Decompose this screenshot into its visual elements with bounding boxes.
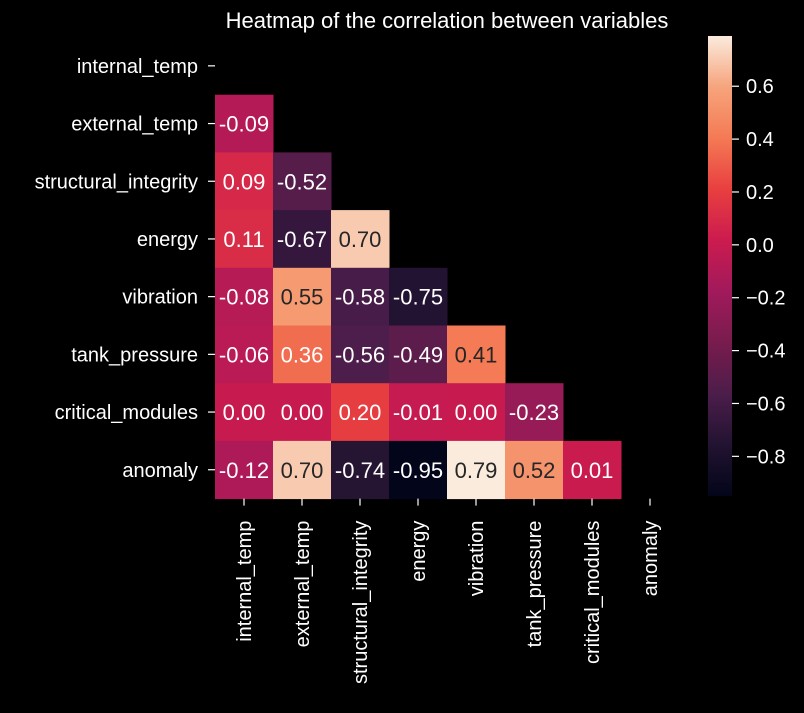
x-tick-label-anomaly: anomaly	[640, 521, 662, 597]
heatmap-cell-label: -0.12	[219, 458, 269, 483]
colorbar-tick-label: −0.6	[746, 393, 785, 415]
heatmap-cell-label: -0.67	[277, 227, 327, 252]
y-tick-label-tank_pressure: tank_pressure	[71, 344, 198, 366]
heatmap-cell-label: 0.09	[223, 169, 266, 194]
heatmap-cell-tank_pressure-external_temp	[273, 325, 332, 384]
y-tick-label-anomaly: anomaly	[122, 460, 198, 482]
heatmap-cell-label: 0.41	[455, 342, 498, 367]
heatmap-cell-label: 0.79	[455, 458, 498, 483]
heatmap-cell-label: -0.52	[277, 169, 327, 194]
heatmap-cell-energy-internal_temp	[215, 210, 274, 269]
colorbar-tick-label: 0.0	[746, 235, 774, 257]
y-tick-label-vibration: vibration	[122, 287, 198, 309]
y-tick-label-critical_modules: critical_modules	[55, 402, 198, 424]
heatmap-cell-anomaly-vibration	[447, 440, 506, 500]
heatmap-cell-anomaly-critical_modules	[563, 440, 622, 500]
heatmap-cell-label: -0.58	[335, 285, 385, 310]
heatmap-cell-tank_pressure-internal_temp	[215, 325, 274, 384]
y-tick-label-energy: energy	[137, 229, 198, 251]
heatmap-cell-label: -0.56	[335, 342, 385, 367]
x-tick-label-vibration: vibration	[466, 521, 488, 597]
heatmap-cell-tank_pressure-vibration	[447, 325, 506, 384]
heatmap-cell-label: -0.01	[393, 400, 443, 425]
colorbar-ticks: 0.6 0.4 0.2 0.0 −0.2 −0.4 −0.6 −0.8	[732, 76, 785, 468]
heatmap-cell-vibration-internal_temp	[215, 267, 274, 326]
colorbar-tick-label: −0.8	[746, 446, 785, 468]
heatmap-cell-tank_pressure-energy	[389, 325, 448, 384]
heatmap-cell-anomaly-structural_integrity	[331, 440, 390, 500]
heatmap-cell-critical_modules-vibration	[447, 383, 506, 442]
heatmap-cell-label: -0.74	[335, 458, 385, 483]
heatmap-cell-anomaly-external_temp	[273, 440, 332, 500]
heatmap-cell-tank_pressure-structural_integrity	[331, 325, 390, 384]
heatmap-cell-label: -0.95	[393, 458, 443, 483]
heatmap-cell-critical_modules-external_temp	[273, 383, 332, 442]
heatmap-cell-critical_modules-energy	[389, 383, 448, 442]
chart-title: Heatmap of the correlation between varia…	[226, 8, 669, 33]
heatmap-cell-label: 0.70	[339, 227, 382, 252]
y-axis-tick-labels: internal_temp external_temp structural_int…	[35, 56, 215, 482]
y-tick-label-structural_integrity: structural_integrity	[35, 171, 198, 193]
heatmap-cell-vibration-structural_integrity	[331, 267, 390, 326]
colorbar-tick-label: 0.2	[746, 182, 774, 204]
heatmap-cell-structural_integrity-internal_temp	[215, 152, 274, 211]
x-tick-label-energy: energy	[408, 521, 430, 582]
heatmap-cell-label: -0.75	[393, 285, 443, 310]
heatmap-cell-external_temp-internal_temp	[215, 94, 274, 153]
x-tick-label-internal_temp: internal_temp	[234, 521, 256, 642]
x-tick-label-critical_modules: critical_modules	[582, 521, 604, 664]
heatmap-cell-label: 0.55	[281, 285, 324, 310]
heatmap-cells: -0.09 0.09 -0.52 0.11 -0.67 0.70 -0.08 0.55 -0.5…	[215, 94, 622, 500]
x-tick-label-tank_pressure: tank_pressure	[524, 521, 546, 648]
x-tick-label-external_temp: external_temp	[292, 521, 314, 648]
x-axis-tick-labels: internal_temp external_temp structural_int…	[234, 498, 662, 684]
heatmap-cell-label: 0.52	[513, 458, 556, 483]
colorbar-tick-label: 0.4	[746, 129, 774, 151]
heatmap-cell-structural_integrity-external_temp	[273, 152, 332, 211]
y-tick-label-internal_temp: internal_temp	[77, 56, 198, 78]
heatmap-cell-critical_modules-internal_temp	[215, 383, 274, 442]
heatmap-cell-anomaly-internal_temp	[215, 440, 274, 500]
heatmap-cell-energy-external_temp	[273, 210, 332, 269]
heatmap-cell-label: 0.11	[223, 227, 264, 252]
colorbar-tick-label: −0.4	[746, 341, 785, 363]
heatmap-cell-label: 0.01	[571, 458, 614, 483]
heatmap-cell-critical_modules-tank_pressure	[505, 383, 564, 442]
heatmap-cell-label: -0.09	[219, 112, 269, 137]
heatmap-cell-label: -0.49	[393, 342, 443, 367]
heatmap-cell-energy-structural_integrity	[331, 210, 390, 269]
heatmap-cell-label: 0.00	[455, 400, 498, 425]
heatmap-cell-critical_modules-structural_integrity	[331, 383, 390, 442]
colorbar	[708, 36, 732, 496]
heatmap-cell-label: 0.00	[223, 400, 266, 425]
heatmap-cell-label: -0.08	[219, 285, 269, 310]
heatmap-cell-label: 0.00	[281, 400, 324, 425]
heatmap-cell-vibration-external_temp	[273, 267, 332, 326]
heatmap-cell-anomaly-tank_pressure	[505, 440, 564, 500]
x-tick-label-structural_integrity: structural_integrity	[350, 521, 372, 684]
heatmap-cell-label: 0.20	[339, 400, 382, 425]
heatmap-cell-label: 0.36	[281, 342, 324, 367]
colorbar-tick-label: 0.6	[746, 76, 774, 98]
heatmap-cell-label: -0.23	[509, 400, 559, 425]
colorbar-tick-label: −0.2	[746, 288, 785, 310]
heatmap-cell-vibration-energy	[389, 267, 448, 326]
heatmap-cell-label: -0.06	[219, 342, 269, 367]
heatmap-cell-label: 0.70	[281, 458, 324, 483]
y-tick-label-external_temp: external_temp	[71, 114, 198, 136]
heatmap-cell-anomaly-energy	[389, 440, 448, 500]
